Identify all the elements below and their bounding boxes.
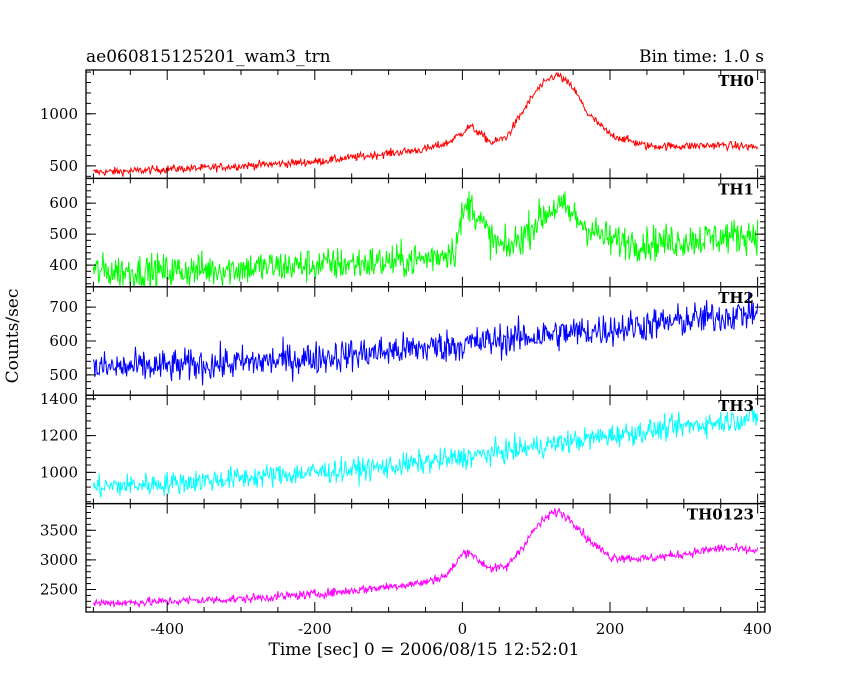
panel-frame: [85, 69, 766, 180]
panel-th3: TH3 1000 1200 1400: [40, 390, 766, 505]
series-line-th3: [92, 408, 759, 498]
y-tick-label: 500: [49, 225, 78, 243]
y-tick-label: 1000: [40, 105, 78, 123]
series-line-th1: [92, 191, 759, 287]
series-line-th0: [93, 71, 759, 177]
x-tick-label: 0: [458, 620, 468, 638]
chart-title: ae060815125201_wam3_trn: [86, 47, 331, 67]
y-tick-label: 400: [49, 256, 78, 274]
series-label: TH2: [718, 289, 754, 307]
y-tick-label: 3000: [40, 551, 78, 569]
y-tick-label: 1200: [40, 427, 78, 445]
panel-th0: TH0 500 1000: [40, 69, 766, 180]
x-tick-label: 400: [743, 620, 772, 638]
series-label: TH0: [718, 72, 754, 90]
chart-subtitle: Bin time: 1.0 s: [639, 47, 764, 67]
x-tick-label: -200: [298, 620, 332, 638]
series-label: TH1: [718, 180, 754, 198]
x-tick-label: 200: [596, 620, 625, 638]
y-tick-label: 1000: [40, 463, 78, 481]
y-axis-label: Counts/sec: [3, 289, 23, 384]
y-tick-label: 500: [49, 157, 78, 175]
series-line-th2: [92, 291, 759, 386]
x-axis-label: Time [sec] 0 = 2006/08/15 12:52:01: [269, 640, 580, 660]
series-label: TH3: [718, 397, 754, 415]
y-tick-label: 3500: [40, 521, 78, 539]
series-line-th0123: [92, 508, 759, 609]
panel-frame: [85, 286, 766, 396]
x-tick-label: -400: [150, 620, 184, 638]
y-tick-label: 2500: [40, 580, 78, 598]
y-tick-label: 600: [49, 332, 78, 350]
y-tick-label: 500: [49, 366, 78, 384]
panel-th2: TH2 500 600 700: [49, 286, 766, 396]
y-tick-label: 1400: [40, 390, 78, 408]
panel-th1: TH1 400 500 600: [49, 177, 766, 288]
y-tick-label: 600: [49, 194, 78, 212]
panels-group: TH0 500 1000 TH1 400 500 600 TH2 500 600 700 TH3 100…: [40, 69, 772, 638]
y-tick-label: 700: [49, 298, 78, 316]
panel-th0123: TH0123 2500 3000 3500: [40, 502, 766, 613]
series-label: TH0123: [687, 506, 754, 524]
